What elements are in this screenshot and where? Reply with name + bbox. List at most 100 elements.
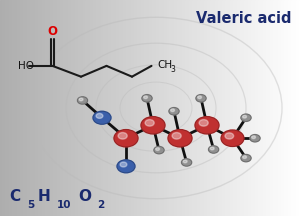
Bar — [82, 0, 84, 216]
Circle shape — [196, 95, 206, 102]
Bar — [225, 0, 226, 216]
Circle shape — [172, 133, 181, 139]
Bar — [164, 0, 165, 216]
Bar — [117, 0, 118, 216]
Bar — [103, 0, 105, 216]
Bar — [44, 0, 45, 216]
Bar — [0, 0, 2, 216]
Bar — [58, 0, 60, 216]
Bar — [54, 0, 56, 216]
Bar — [147, 0, 148, 216]
Bar — [38, 0, 39, 216]
Bar — [267, 0, 268, 216]
Text: CH: CH — [157, 60, 172, 70]
Bar — [114, 0, 116, 216]
Circle shape — [154, 146, 164, 154]
Bar — [200, 0, 201, 216]
Circle shape — [210, 147, 214, 150]
Bar — [261, 0, 262, 216]
Text: 2: 2 — [98, 200, 105, 210]
Bar — [184, 0, 186, 216]
Circle shape — [77, 97, 88, 104]
Bar — [75, 0, 76, 216]
Bar — [160, 0, 162, 216]
Bar — [85, 0, 87, 216]
Bar — [194, 0, 195, 216]
Bar — [169, 0, 171, 216]
Bar — [34, 0, 36, 216]
Text: Valeric acid: Valeric acid — [196, 11, 291, 26]
Bar — [224, 0, 225, 216]
Bar — [122, 0, 123, 216]
Text: HO: HO — [18, 61, 34, 71]
Bar — [56, 0, 57, 216]
Bar — [93, 0, 94, 216]
Bar — [246, 0, 247, 216]
Bar — [136, 0, 138, 216]
Bar — [135, 0, 136, 216]
Bar — [254, 0, 255, 216]
Bar — [177, 0, 178, 216]
Bar — [8, 0, 9, 216]
Bar — [16, 0, 18, 216]
Bar — [188, 0, 189, 216]
Bar — [120, 0, 122, 216]
Bar — [150, 0, 152, 216]
Bar — [216, 0, 218, 216]
Circle shape — [182, 159, 192, 166]
Bar — [84, 0, 86, 216]
Bar — [40, 0, 42, 216]
Bar — [90, 0, 92, 216]
Circle shape — [221, 130, 244, 146]
Bar — [243, 0, 244, 216]
Bar — [76, 0, 78, 216]
Circle shape — [156, 148, 160, 151]
Bar — [231, 0, 232, 216]
Bar — [108, 0, 110, 216]
Bar — [48, 0, 50, 216]
Bar — [196, 0, 198, 216]
Text: C: C — [9, 189, 20, 204]
Circle shape — [171, 109, 175, 112]
Bar — [72, 0, 74, 216]
Text: 3: 3 — [170, 65, 175, 74]
Bar — [39, 0, 40, 216]
Bar — [70, 0, 72, 216]
Circle shape — [145, 120, 154, 126]
Bar — [266, 0, 267, 216]
Bar — [42, 0, 44, 216]
Bar — [21, 0, 22, 216]
Bar — [204, 0, 206, 216]
Bar — [102, 0, 104, 216]
Circle shape — [93, 111, 111, 124]
Bar — [87, 0, 88, 216]
Bar — [52, 0, 54, 216]
Circle shape — [243, 156, 247, 159]
Circle shape — [168, 130, 192, 147]
Bar — [242, 0, 243, 216]
Bar — [258, 0, 260, 216]
Bar — [219, 0, 220, 216]
Text: 10: 10 — [56, 200, 71, 210]
Bar — [22, 0, 24, 216]
Bar — [168, 0, 170, 216]
Bar — [189, 0, 190, 216]
Bar — [156, 0, 158, 216]
Bar — [274, 0, 276, 216]
Bar — [252, 0, 254, 216]
Bar — [174, 0, 176, 216]
Bar — [182, 0, 183, 216]
Bar — [290, 0, 291, 216]
Bar — [207, 0, 208, 216]
Circle shape — [195, 117, 219, 134]
Circle shape — [114, 130, 138, 147]
Bar — [202, 0, 204, 216]
Circle shape — [252, 136, 256, 139]
Bar — [218, 0, 219, 216]
Bar — [4, 0, 6, 216]
Bar — [152, 0, 153, 216]
Bar — [273, 0, 274, 216]
Bar — [285, 0, 286, 216]
Circle shape — [141, 117, 165, 134]
Bar — [297, 0, 298, 216]
